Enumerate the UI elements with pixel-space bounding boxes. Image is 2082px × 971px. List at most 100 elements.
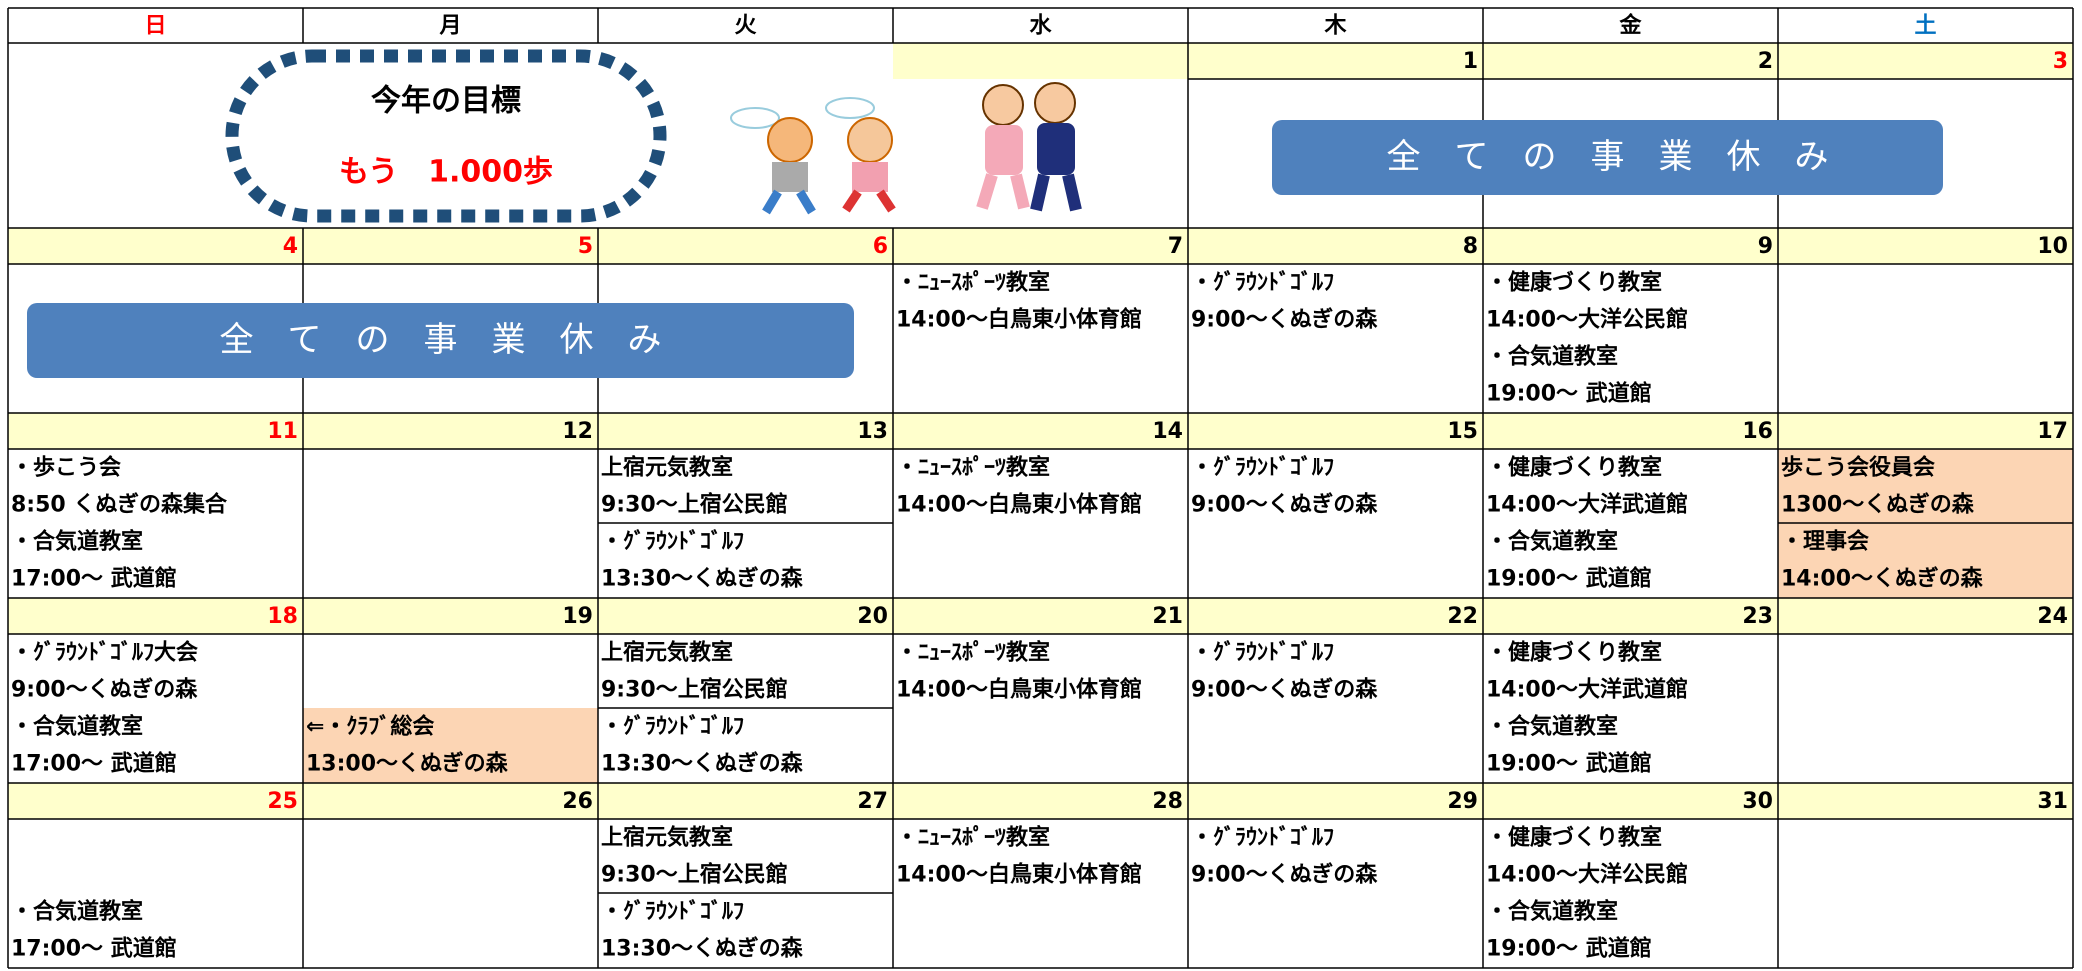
event-text: ・健康づくり教室 — [1486, 270, 1662, 296]
date-number: 30 — [1742, 789, 1773, 814]
date-row-bg — [303, 228, 598, 264]
event-text: ・ﾆｭｰｽﾎﾟｰﾂ教室 — [896, 270, 1050, 296]
event-text: ⇐・ｸﾗﾌﾞ総会 — [306, 714, 434, 740]
event-text: 19:00～ 武道館 — [1486, 381, 1652, 407]
date-number: 14 — [1152, 419, 1183, 444]
closed-banner — [1272, 120, 1943, 195]
date-number: 28 — [1152, 789, 1183, 814]
goal-box: 今年の目標 もう 1.000歩 — [225, 49, 667, 223]
weekday-label: 日 — [144, 14, 166, 39]
event-text: 8:50 くぬぎの森集合 — [11, 492, 228, 518]
event-text: 13:30～くぬぎの森 — [601, 936, 804, 962]
date-number: 1 — [1463, 49, 1478, 74]
date-row-bg — [303, 598, 598, 634]
event-text: ・健康づくり教室 — [1486, 640, 1662, 666]
date-number: 23 — [1742, 604, 1773, 629]
date-row-bg — [1188, 783, 1483, 819]
date-row-bg — [1188, 413, 1483, 449]
event-text: ・合気道教室 — [1486, 529, 1618, 555]
date-number: 16 — [1742, 419, 1773, 444]
event-text: ・ﾆｭｰｽﾎﾟｰﾂ教室 — [896, 640, 1050, 666]
event-text: 9:00～くぬぎの森 — [1191, 862, 1378, 888]
date-row-bg — [1483, 598, 1778, 634]
event-text: 9:00～くぬぎの森 — [1191, 307, 1378, 333]
date-number: 4 — [283, 234, 298, 259]
event-text: ・合気道教室 — [11, 529, 143, 555]
event-text: 14:00～大洋武道館 — [1486, 677, 1688, 703]
weekday-label: 土 — [1914, 14, 1936, 39]
date-number: 11 — [267, 419, 298, 444]
event-text: 17:00～ 武道館 — [11, 751, 177, 777]
date-row-bg — [8, 598, 303, 634]
date-number: 8 — [1463, 234, 1478, 259]
date-row-bg — [1778, 598, 2073, 634]
event-text: ・ｸﾞﾗｳﾝﾄﾞｺﾞﾙﾌ — [1191, 640, 1334, 666]
closed-banner-text: 全ての事業休み — [220, 320, 696, 360]
date-row-bg — [8, 783, 303, 819]
date-row-bg — [893, 783, 1188, 819]
date-row-bg — [1778, 413, 2073, 449]
event-text: ・ｸﾞﾗｳﾝﾄﾞｺﾞﾙﾌ — [1191, 825, 1334, 851]
weekday-label: 月 — [438, 14, 461, 39]
event-text: 14:00～くぬぎの森 — [1781, 566, 1984, 592]
event-text: ・合気道教室 — [1486, 714, 1618, 740]
event-text: 14:00～白鳥東小体育館 — [896, 677, 1142, 703]
date-number: 5 — [578, 234, 593, 259]
event-text: 13:00～くぬぎの森 — [306, 751, 509, 777]
event-highlight — [303, 708, 598, 783]
event-text: 上宿元気教室 — [601, 640, 733, 666]
weekday-label: 水 — [1029, 14, 1052, 39]
date-row-bg — [893, 228, 1188, 264]
event-text: 19:00～ 武道館 — [1486, 566, 1652, 592]
goal-title: 今年の目標 — [371, 84, 521, 119]
date-row-bg — [303, 413, 598, 449]
event-text: 上宿元気教室 — [601, 825, 733, 851]
date-row-bg — [8, 413, 303, 449]
event-text: 19:00～ 武道館 — [1486, 936, 1652, 962]
weekday-label: 火 — [734, 14, 756, 39]
date-row-bg — [303, 783, 598, 819]
texts: 日月火水木金土1 2 34 5 6 7 8 9 10・ﾆｭｰｽﾎﾟｰﾂ教室14:00～白鳥東小体… — [11, 13, 2073, 962]
date-number: 25 — [267, 789, 298, 814]
date-number: 19 — [562, 604, 593, 629]
illustration — [730, 82, 1082, 215]
event-text: 14:00～白鳥東小体育館 — [896, 307, 1142, 333]
date-number: 15 — [1447, 419, 1478, 444]
date-number: 3 — [2053, 49, 2068, 74]
event-text: 9:00～くぬぎの森 — [1191, 492, 1378, 518]
date-number: 17 — [2037, 419, 2068, 444]
event-text: 14:00～大洋武道館 — [1486, 492, 1688, 518]
event-text: 1300～くぬぎの森 — [1781, 492, 1975, 518]
event-text: ・ｸﾞﾗｳﾝﾄﾞｺﾞﾙﾌ大会 — [11, 640, 198, 666]
date-number: 24 — [2037, 604, 2068, 629]
date-number: 10 — [2037, 234, 2068, 259]
date-number: 9 — [1758, 234, 1773, 259]
event-text: 17:00～ 武道館 — [11, 936, 177, 962]
event-text: 9:30～上宿公民館 — [601, 492, 788, 518]
date-row-bg — [598, 783, 893, 819]
event-text: ・ｸﾞﾗｳﾝﾄﾞｺﾞﾙﾌ — [1191, 455, 1334, 481]
date-row-bg — [1778, 783, 2073, 819]
weekday-label: 金 — [1618, 13, 1642, 39]
event-text: ・ｸﾞﾗｳﾝﾄﾞｺﾞﾙﾌ — [1191, 270, 1334, 296]
date-row-bg — [1483, 43, 1778, 79]
event-text: ・歩こう会 — [11, 455, 121, 481]
event-text: ・合気道教室 — [1486, 899, 1618, 925]
event-text: 13:30～くぬぎの森 — [601, 566, 804, 592]
event-text: 9:30～上宿公民館 — [601, 862, 788, 888]
event-text: ・健康づくり教室 — [1486, 825, 1662, 851]
date-number: 26 — [562, 789, 593, 814]
event-text: ・合気道教室 — [1486, 344, 1618, 370]
event-text: 14:00～白鳥東小体育館 — [896, 862, 1142, 888]
date-row-bg — [1483, 783, 1778, 819]
event-text: ・ﾆｭｰｽﾎﾟｰﾂ教室 — [896, 455, 1050, 481]
event-text: 14:00～白鳥東小体育館 — [896, 492, 1142, 518]
event-highlight — [1778, 449, 2073, 523]
date-number: 20 — [857, 604, 888, 629]
event-text: ・合気道教室 — [11, 899, 143, 925]
event-text: 17:00～ 武道館 — [11, 566, 177, 592]
event-text: ・合気道教室 — [11, 714, 143, 740]
date-row-bg — [1778, 43, 2073, 79]
